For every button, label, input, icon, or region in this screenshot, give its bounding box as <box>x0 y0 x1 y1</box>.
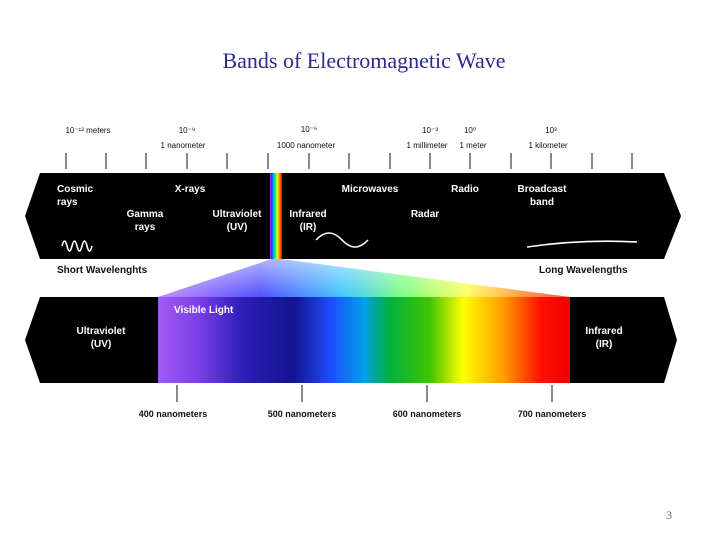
nm-label-600: 600 nanometers <box>392 409 462 419</box>
band-label-gamma-rays: Gamma rays <box>126 209 164 233</box>
band-label-infrared: Infrared (IR) <box>289 209 327 233</box>
unit-label-nanometer: 1 nanometer <box>160 141 206 150</box>
tick-label-1e-9: 10⁻⁹ <box>178 126 196 135</box>
tick-label-1e-3: 10⁻³ <box>422 126 438 135</box>
unit-label-meter: 1 meter <box>459 141 487 150</box>
nm-label-700: 700 nanometers <box>517 409 587 419</box>
slide-title: Bands of Electromagnetic Wave <box>222 48 506 73</box>
band-label-ultraviolet: Ultraviolet (UV) <box>212 209 262 233</box>
band-label-radio: Radio <box>451 184 479 195</box>
visible-beam <box>270 173 282 259</box>
unit-label-kilometer: 1 kilometer <box>528 141 568 150</box>
tick-label-1e-12: 10⁻¹² meters <box>65 126 111 135</box>
visible-ir-label: Infrared (IR) <box>585 326 623 350</box>
short-wavelengths-label: Short Wavelenghts <box>57 265 148 276</box>
tick-label-1e0: 10⁰ <box>463 126 477 135</box>
nm-label-500: 500 nanometers <box>267 409 337 419</box>
unit-label-millimeter: 1 millimeter <box>406 141 448 150</box>
spectrum-band <box>25 173 681 259</box>
unit-label-1000-nanometer: 1000 nanometer <box>276 141 336 150</box>
long-wavelengths-label: Long Wavelengths <box>539 265 628 276</box>
band-label-broadcast: Broadcast band <box>517 184 567 208</box>
nanometer-ticks <box>176 385 553 402</box>
short-wave-icon <box>61 240 93 252</box>
band-label-microwaves: Microwaves <box>341 184 399 195</box>
band-label-cosmic-rays: Cosmic rays <box>57 184 94 208</box>
visible-light-title: Visible Light <box>174 305 234 316</box>
long-wave-icon <box>526 240 638 248</box>
page-number: 3 <box>666 508 672 522</box>
tick-label-1e3: 10³ <box>545 126 557 135</box>
nm-label-400: 400 nanometers <box>138 409 208 419</box>
band-label-x-rays: X-rays <box>174 184 206 195</box>
visible-gradient <box>158 297 570 383</box>
top-scale-ticks <box>65 153 633 169</box>
visible-uv-label: Ultraviolet (UV) <box>76 326 126 350</box>
band-label-radar: Radar <box>410 209 440 220</box>
tick-label-1e-6: 10⁻⁶ <box>300 125 318 134</box>
medium-wave-icon <box>315 232 369 248</box>
